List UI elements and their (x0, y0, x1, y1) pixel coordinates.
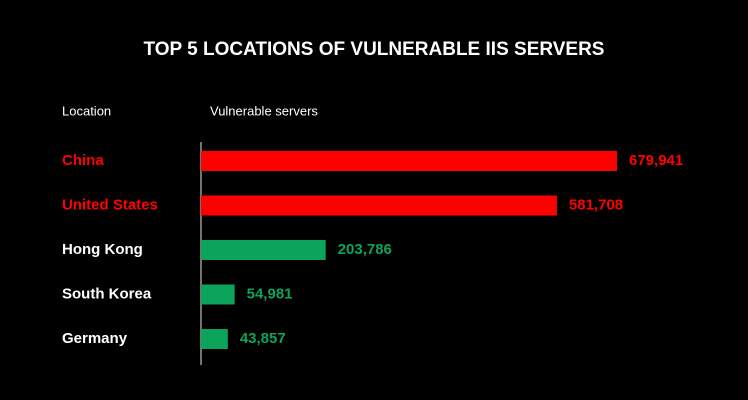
value-label: 54,981 (247, 285, 293, 302)
category-label: United States (62, 196, 158, 213)
value-label: 203,786 (338, 241, 392, 258)
category-header: Location (62, 103, 111, 118)
bar (201, 329, 228, 349)
value-label: 679,941 (629, 152, 683, 169)
category-label: China (62, 152, 104, 169)
value-label: 43,857 (240, 330, 286, 347)
chart-title: TOP 5 LOCATIONS OF VULNERABLE IIS SERVER… (143, 39, 604, 60)
category-label: Germany (62, 330, 128, 347)
bar (201, 151, 617, 171)
value-header: Vulnerable servers (210, 103, 318, 118)
value-label: 581,708 (569, 196, 623, 213)
category-label: Hong Kong (62, 241, 143, 258)
category-label: South Korea (62, 285, 152, 302)
bar (201, 284, 235, 305)
bar (201, 195, 557, 216)
bar (201, 240, 326, 260)
